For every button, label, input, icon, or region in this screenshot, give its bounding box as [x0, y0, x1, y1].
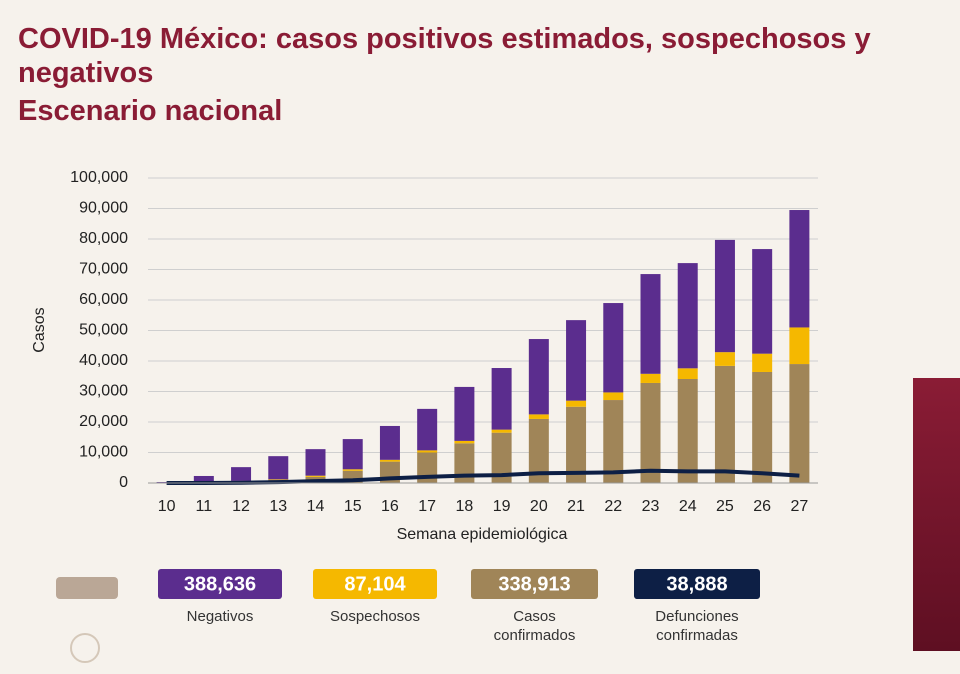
- bar-segment: [491, 432, 512, 483]
- summary-label: Casos confirmados: [494, 608, 576, 644]
- bar-segment: [714, 239, 735, 353]
- x-tick-label: 11: [196, 498, 213, 515]
- y-tick-label: 100,000: [70, 169, 128, 186]
- bar-segment: [305, 475, 326, 477]
- x-tick-label: 13: [269, 498, 287, 515]
- x-tick-label: 12: [232, 498, 250, 515]
- x-tick-label: 26: [753, 498, 771, 515]
- summary-value: 338,913: [498, 573, 570, 595]
- bar-segment: [454, 443, 475, 483]
- bar-segment: [566, 406, 587, 483]
- y-tick-label: 50,000: [79, 322, 128, 339]
- x-tick-label: 15: [344, 498, 362, 515]
- x-tick-label: 20: [530, 498, 548, 515]
- x-tick-label: 21: [567, 498, 585, 515]
- summary-box: [471, 569, 598, 599]
- decor-band: [913, 378, 960, 651]
- bar-segment: [677, 378, 698, 483]
- y-tick-label: 80,000: [79, 230, 128, 247]
- bar-segment: [342, 469, 363, 471]
- chart-title: COVID-19 México: casos positivos estimad…: [18, 23, 871, 89]
- bar-segment: [417, 408, 438, 451]
- bar-segment: [677, 263, 698, 369]
- bar-segment: [789, 210, 810, 328]
- bar-segment: [603, 392, 624, 401]
- x-tick-label: 25: [716, 498, 734, 515]
- summary-value: 87,104: [344, 573, 406, 595]
- bar-segment: [193, 475, 214, 482]
- summary-box: [634, 569, 760, 599]
- bar-segment: [566, 320, 587, 401]
- x-tick-label: 24: [679, 498, 697, 515]
- summary-label: Defunciones confirmadas: [655, 608, 738, 644]
- bar-segment: [640, 373, 661, 383]
- x-tick-label: 19: [493, 498, 511, 515]
- x-tick-label: 10: [158, 498, 176, 515]
- bar-segment: [528, 414, 549, 419]
- summary-box: [313, 569, 437, 599]
- bar-segment: [789, 364, 810, 483]
- summary-label: Negativos: [187, 608, 254, 625]
- bar-segment: [231, 467, 252, 481]
- x-axis-label: Semana epidemiológica: [397, 526, 568, 543]
- x-tick-label: 17: [418, 498, 436, 515]
- bar-segment: [417, 450, 438, 453]
- summary-value: 38,888: [666, 573, 727, 595]
- bar-segment: [379, 425, 400, 460]
- y-tick-label: 10,000: [79, 444, 128, 461]
- y-tick-label: 90,000: [79, 200, 128, 217]
- x-tick-label: 27: [790, 498, 808, 515]
- bar-segment: [491, 429, 512, 433]
- summary-box: [158, 569, 282, 599]
- chart-subtitle: Escenario nacional: [18, 95, 283, 127]
- bar-segment: [789, 327, 810, 365]
- bar-segment: [491, 368, 512, 430]
- bar-segment: [454, 386, 475, 441]
- summary-label: Sospechosos: [330, 608, 420, 625]
- bar-segment: [305, 449, 326, 476]
- x-tick-label: 22: [604, 498, 622, 515]
- bar-segment: [677, 368, 698, 379]
- summary-value: 388,636: [184, 573, 256, 595]
- bar-segment: [603, 303, 624, 393]
- bar-segment: [268, 456, 289, 480]
- x-tick-label: 16: [381, 498, 399, 515]
- bar-segment: [752, 353, 773, 372]
- y-tick-label: 70,000: [79, 261, 128, 278]
- y-axis-label: Casos: [31, 307, 48, 352]
- y-tick-label: 0: [119, 474, 128, 491]
- y-tick-label: 60,000: [79, 291, 128, 308]
- bar-segment: [454, 440, 475, 444]
- bar-segment: [603, 400, 624, 483]
- bar-segment: [714, 365, 735, 483]
- bar-segment: [640, 274, 661, 374]
- x-tick-label: 14: [307, 498, 325, 515]
- bar-segment: [342, 439, 363, 470]
- bar-segment: [640, 382, 661, 483]
- y-tick-label: 20,000: [79, 413, 128, 430]
- bar-segment: [752, 371, 773, 483]
- death-line: [166, 468, 800, 485]
- y-tick-label: 40,000: [79, 352, 128, 369]
- bar-segment: [528, 339, 549, 415]
- logo: [56, 577, 118, 663]
- x-tick-label: 18: [455, 498, 473, 515]
- y-tick-label: 30,000: [79, 383, 128, 400]
- bar-segment: [752, 249, 773, 354]
- bar-segment: [528, 418, 549, 483]
- bar-segment: [268, 479, 289, 480]
- bar-segment: [379, 459, 400, 462]
- x-tick-label: 23: [642, 498, 660, 515]
- bar-segment: [566, 400, 587, 407]
- bar-segment: [714, 352, 735, 366]
